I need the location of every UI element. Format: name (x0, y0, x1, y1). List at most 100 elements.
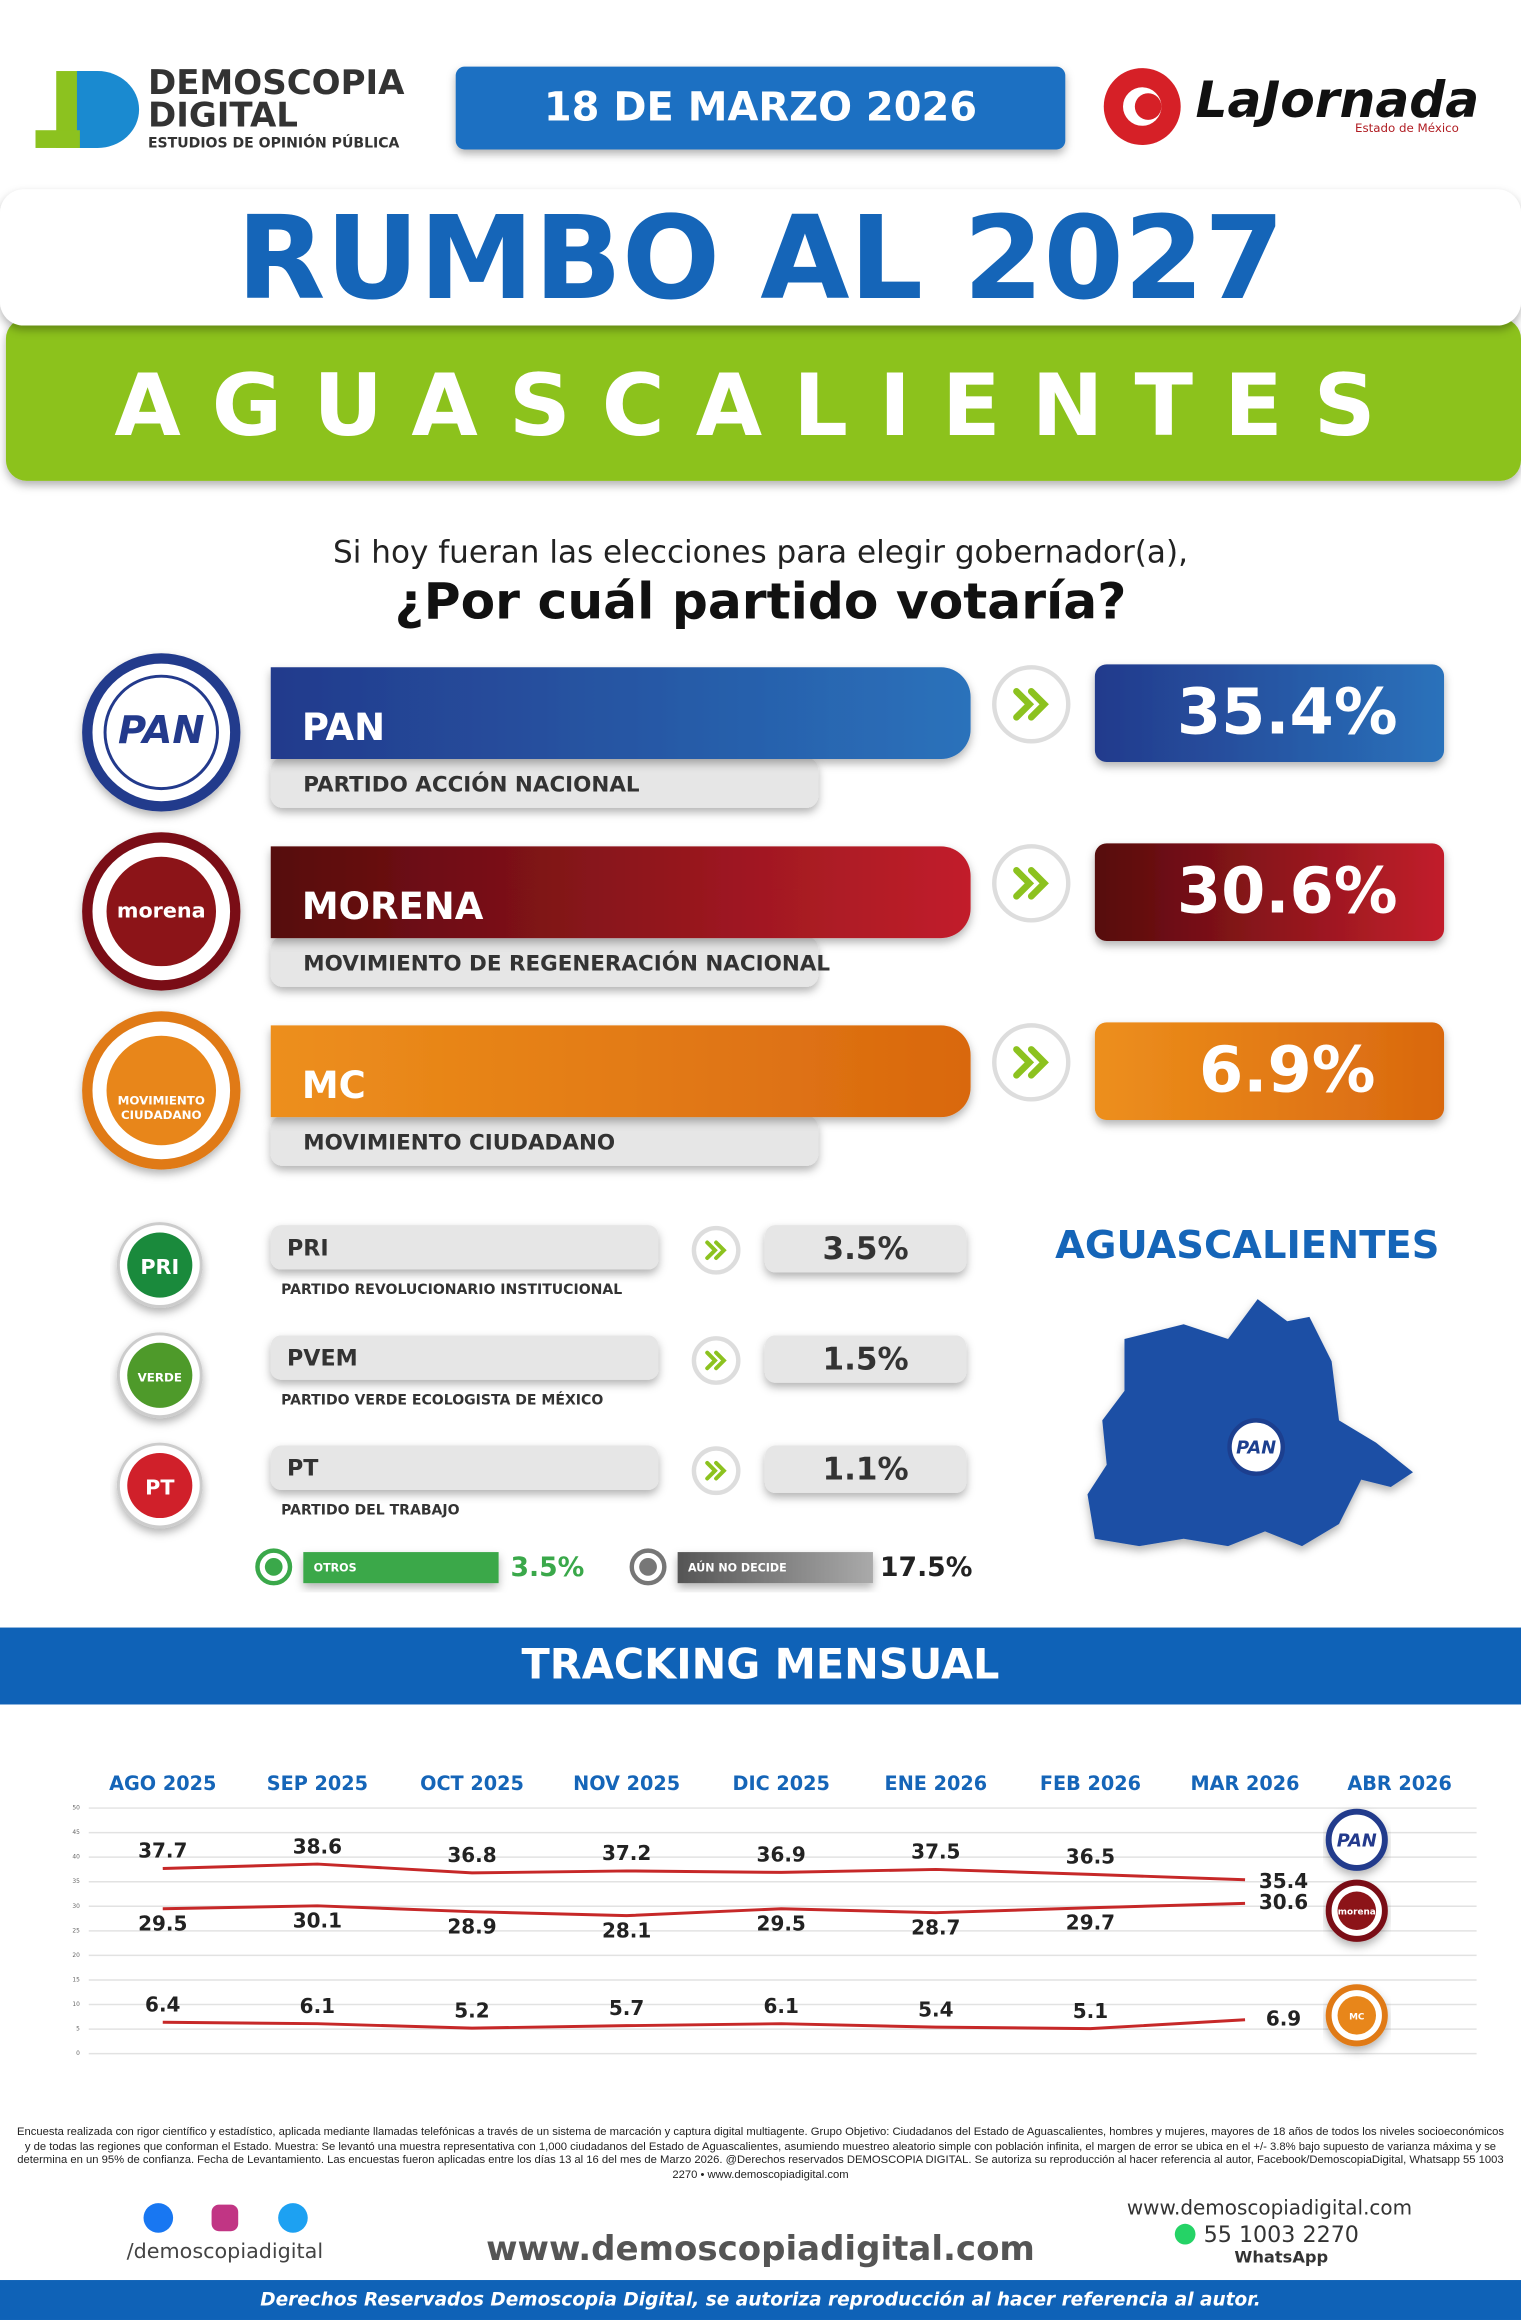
party-logo-inner (103, 1032, 219, 1149)
partner-region: Estado de México (1355, 121, 1459, 135)
data-label: 36.9 (757, 1843, 806, 1867)
result: 1.5% (822, 1341, 908, 1377)
phone: 55 1003 2270 (1204, 2222, 1359, 2248)
party-bar (270, 667, 971, 760)
y-tick-label: 10 (72, 2002, 80, 2008)
x-tick-label: ABR 2026 (1347, 1772, 1452, 1795)
data-label: 36.5 (1066, 1845, 1115, 1869)
date-box (455, 66, 1066, 150)
y-tick-label: 45 (72, 1830, 80, 1836)
party-name: MOVIMIENTO CIUDADANO (303, 1131, 615, 1156)
map-logo (1227, 1418, 1286, 1476)
phone-app: WhatsApp (1234, 2247, 1328, 2266)
party-logo-text: CIUDADANO (121, 1108, 202, 1122)
x-tick-label: NOV 2025 (573, 1772, 680, 1795)
party-logo-inner (127, 1232, 193, 1298)
series-line (162, 1901, 1246, 1918)
data-label: 38.6 (293, 1834, 342, 1858)
party-abbr: MORENA (302, 885, 484, 928)
arrow-icon (705, 1240, 727, 1261)
legend-logo-inner (1337, 1891, 1377, 1930)
title-band (0, 189, 1521, 326)
arrow-icon (1013, 1046, 1049, 1079)
party-name: PARTIDO DEL TRABAJO (281, 1503, 460, 1519)
x-tick-label: AGO 2025 (109, 1772, 216, 1795)
legend-label: MC (1349, 2012, 1364, 2022)
tracking-title: TRACKING MENSUAL (522, 1640, 1000, 1688)
y-tick-label: 35 (72, 1879, 80, 1885)
tracking-band (0, 1627, 1521, 1705)
party-name: PARTIDO ACCIÓN NACIONAL (303, 772, 640, 798)
result: 6.9% (1199, 1034, 1375, 1108)
party-logo-text: PRI (140, 1255, 179, 1279)
rights: Derechos Reservados Demoscopia Digital, … (260, 2290, 1260, 2311)
y-tick-label: 5 (76, 2027, 80, 2033)
undecided-label: AÚN NO DECIDE (688, 1561, 787, 1574)
party-name: MOVIMIENTO DE REGENERACIÓN NACIONAL (303, 951, 830, 977)
party-logo-text: morena (117, 898, 206, 922)
data-label: 5.7 (609, 1996, 644, 2020)
data-label: 28.1 (602, 1918, 651, 1942)
disclaimer: Encuesta realizada con rigor científico … (16, 2124, 1505, 2181)
party-abbr: PVEM (287, 1346, 358, 1372)
party-logo-text: PT (145, 1475, 175, 1499)
x-tick-label: FEB 2026 (1040, 1772, 1141, 1795)
twitter-icon[interactable] (278, 2203, 308, 2233)
data-label: 37.5 (911, 1840, 960, 1864)
partner: LaJornada (1195, 70, 1479, 129)
data-label: 28.9 (447, 1914, 496, 1938)
map-leader: PAN (1236, 1439, 1276, 1459)
data-label: 29.5 (138, 1912, 187, 1936)
instagram-icon[interactable] (211, 2204, 239, 2232)
state: AGUASCALIENTES (114, 356, 1406, 456)
result-box (1094, 664, 1445, 762)
result: 3.5% (822, 1231, 908, 1267)
y-tick-label: 20 (72, 1953, 80, 1959)
x-tick-label: SEP 2025 (267, 1772, 368, 1795)
facebook-icon[interactable] (143, 2203, 174, 2233)
whatsapp-icon (1174, 2223, 1196, 2245)
data-label: 29.7 (1066, 1911, 1115, 1935)
party-bar (270, 1335, 659, 1380)
result: 1.1% (822, 1452, 908, 1488)
data-label: 6.9 (1266, 2006, 1301, 2030)
y-tick-label: 15 (72, 1977, 80, 1983)
y-tick-label: 30 (72, 1904, 80, 1910)
data-label: 5.4 (918, 1997, 953, 2021)
y-tick-label: 40 (72, 1855, 80, 1861)
party-subbar (270, 757, 819, 808)
x-tick-label: DIC 2025 (733, 1772, 830, 1795)
legend-logo-inner (1337, 1996, 1377, 2035)
tagline: ESTUDIOS DE OPINIÓN PÚBLICA (148, 134, 400, 152)
result-box (1094, 1022, 1445, 1121)
series-line (162, 2018, 1246, 2031)
result-box (764, 1335, 967, 1383)
data-label: 30.1 (293, 1909, 342, 1933)
data-label: 6.1 (300, 1994, 335, 2018)
x-tick-label: OCT 2025 (420, 1772, 524, 1795)
party-logo-text: MOVIMIENTO (118, 1093, 205, 1107)
data-label: 5.2 (454, 1998, 489, 2022)
series-line (162, 1862, 1246, 1882)
title: RUMBO AL 2027 (237, 192, 1285, 326)
brand: DEMOSCOPIA (148, 63, 405, 103)
website-small[interactable]: www.demoscopiadigital.com (1127, 2196, 1412, 2220)
disclaimer-box: Encuesta realizada con rigor científico … (16, 2124, 1505, 2181)
party-subbar (270, 936, 819, 987)
x-tick-label: MAR 2026 (1191, 1772, 1300, 1795)
others-icon-inner (264, 1558, 283, 1576)
arrow-icon (1013, 867, 1049, 900)
brand-logo (35, 71, 140, 148)
undecided-bar (677, 1552, 873, 1584)
data-label: 35.4 (1259, 1869, 1308, 1893)
state-band (5, 318, 1521, 481)
data-label: 36.8 (447, 1843, 496, 1867)
party-subbar (270, 1115, 819, 1166)
arrow-icon (705, 1350, 727, 1371)
others-label: OTROS (314, 1561, 357, 1574)
party-abbr: PT (287, 1456, 319, 1482)
website[interactable]: www.demoscopiadigital.com (486, 2229, 1035, 2269)
